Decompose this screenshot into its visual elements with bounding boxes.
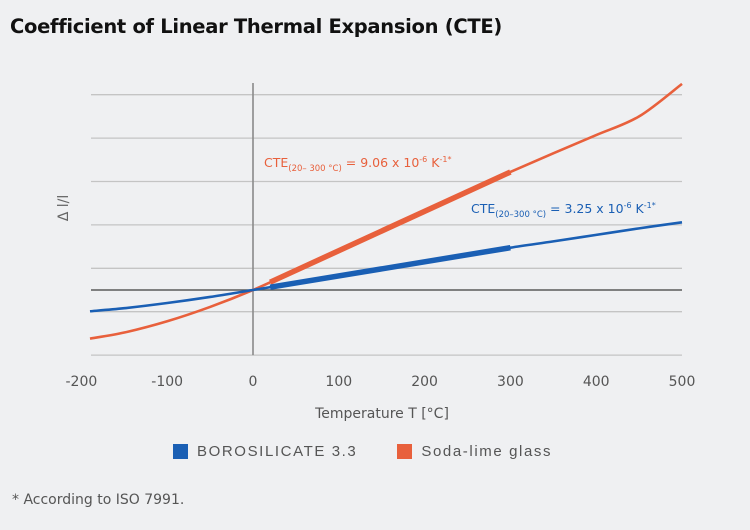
annotation-borosilicate-cte: CTE(20–300 °C) = 3.25 x 10-6 K-1* — [471, 201, 656, 220]
x-tick-label: 400 — [583, 374, 610, 390]
x-tick-label: 300 — [497, 374, 524, 390]
highlight-segment-soda-lime — [269, 169, 512, 285]
x-tick-labels: -200 -100 0 100 200 300 400 500 — [66, 374, 696, 390]
legend-swatch-soda-lime — [397, 444, 413, 459]
x-tick-label: -100 — [151, 374, 183, 390]
legend-label: BOROSILICATE 3.3 — [197, 443, 358, 460]
x-tick-label: 500 — [669, 374, 696, 390]
legend: BOROSILICATE 3.3 Soda-lime glass — [173, 443, 592, 460]
footnote: * According to ISO 7991. — [12, 492, 185, 508]
legend-item-borosilicate: BOROSILICATE 3.3 — [173, 443, 357, 460]
annotation-soda-lime-cte: CTE(20– 300 °C) = 9.06 x 10-6 K-1* — [264, 155, 451, 174]
legend-label: Soda-lime glass — [421, 443, 553, 460]
highlight-segment-borosilicate — [269, 244, 511, 290]
x-tick-label: -200 — [66, 374, 98, 390]
chart-title: Coefficient of Linear Thermal Expansion … — [10, 15, 502, 38]
x-axis-label: Temperature T [°C] — [314, 406, 449, 422]
legend-item-soda-lime: Soda-lime glass — [397, 443, 552, 460]
legend-swatch-borosilicate — [173, 444, 188, 459]
x-tick-label: 0 — [249, 374, 258, 390]
x-tick-label: 100 — [325, 374, 352, 390]
y-axis-label: Δ l/l — [56, 195, 72, 222]
series-lines — [89, 82, 683, 340]
x-tick-label: 200 — [411, 374, 438, 390]
